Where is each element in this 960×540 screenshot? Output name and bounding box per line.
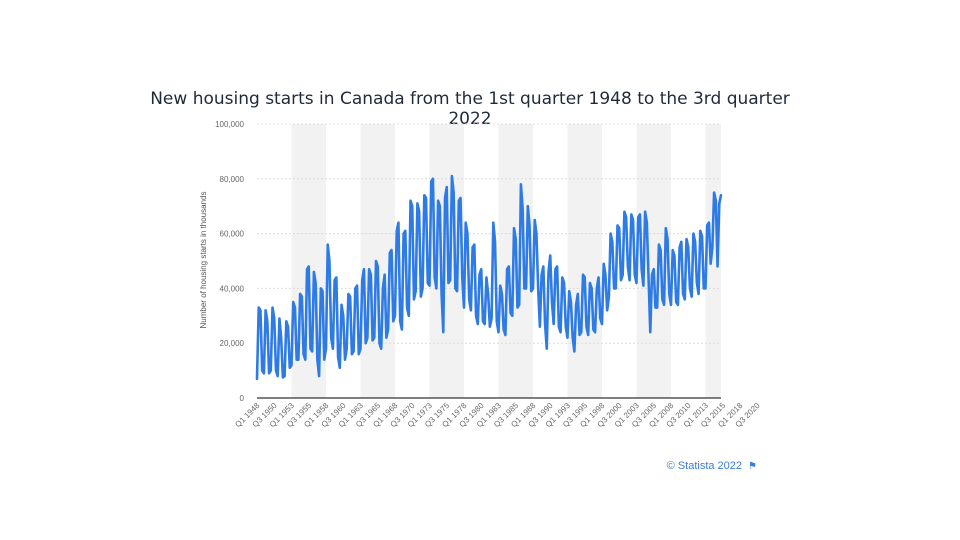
y-tick-label: 60,000 — [220, 230, 245, 239]
y-axis-label: Number of housing starts in thousands — [199, 192, 208, 329]
y-tick-label: 80,000 — [220, 175, 245, 184]
y-tick-label: 100,000 — [215, 120, 244, 129]
x-bands — [291, 124, 721, 398]
y-tick-label: 20,000 — [220, 339, 245, 348]
y-tick-labels: 0 20,000 40,000 60,000 80,000 100,000 — [215, 120, 244, 403]
credit-link[interactable]: © Statista 2022 — [666, 460, 743, 472]
series-line — [255, 174, 723, 381]
chart-title: New housing starts in Canada from the 1s… — [150, 89, 790, 129]
footer: © Statista 2022 ⚑ — [667, 460, 757, 472]
flag-icon[interactable]: ⚑ — [748, 460, 757, 472]
y-tick-label: 0 — [240, 394, 245, 403]
x-band — [567, 124, 602, 398]
y-tick-label: 40,000 — [220, 284, 245, 293]
x-band — [705, 124, 721, 398]
